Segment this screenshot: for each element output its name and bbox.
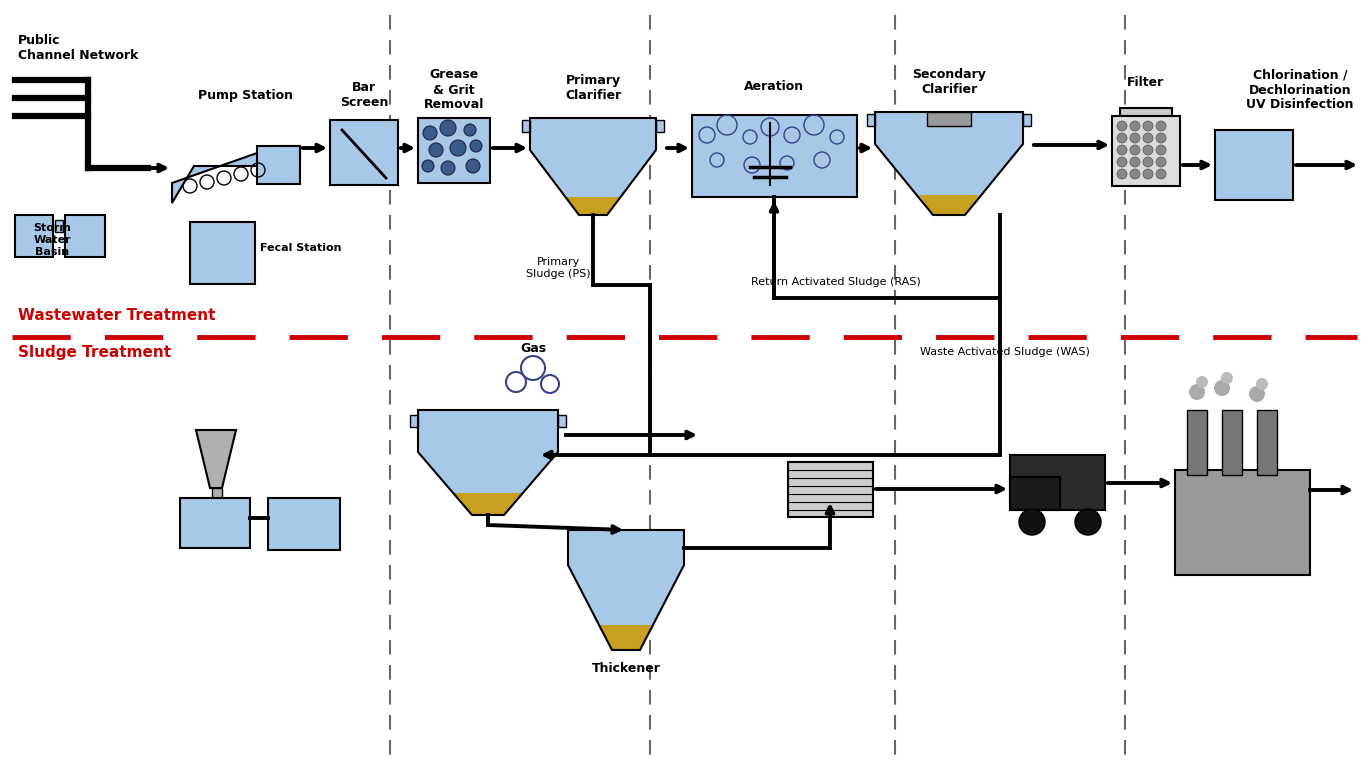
Bar — [1223, 410, 1242, 475]
Bar — [409, 415, 418, 427]
Circle shape — [1143, 169, 1153, 179]
Bar — [1120, 108, 1172, 116]
Text: Return Activated Sludge (RAS): Return Activated Sludge (RAS) — [752, 277, 921, 287]
Circle shape — [465, 159, 481, 173]
Circle shape — [1117, 133, 1127, 143]
Text: Secondary
Clarifier: Secondary Clarifier — [912, 68, 986, 96]
Circle shape — [1117, 121, 1127, 131]
Circle shape — [464, 124, 476, 136]
Polygon shape — [565, 197, 622, 215]
Polygon shape — [568, 530, 684, 650]
Circle shape — [1129, 169, 1140, 179]
Bar — [1257, 410, 1277, 475]
Bar — [212, 488, 222, 498]
Bar — [927, 112, 971, 126]
Text: Bar
Screen: Bar Screen — [340, 81, 389, 109]
Bar — [15, 215, 53, 257]
Polygon shape — [875, 112, 1023, 215]
Text: Gas: Gas — [520, 341, 546, 355]
Circle shape — [1221, 372, 1233, 384]
Bar — [55, 220, 63, 232]
Bar — [559, 415, 565, 427]
Polygon shape — [919, 195, 979, 215]
Bar — [1112, 116, 1180, 186]
Circle shape — [1155, 169, 1166, 179]
Circle shape — [1249, 386, 1265, 402]
Bar — [179, 498, 251, 548]
Text: Waste Activated Sludge (WAS): Waste Activated Sludge (WAS) — [920, 347, 1090, 357]
Polygon shape — [196, 430, 235, 488]
Bar — [257, 146, 300, 184]
Text: Filter: Filter — [1128, 76, 1165, 89]
Text: Storm
Water
Basin: Storm Water Basin — [33, 224, 71, 257]
Circle shape — [450, 140, 465, 156]
Bar — [190, 222, 255, 284]
Bar — [64, 215, 105, 257]
Circle shape — [1143, 157, 1153, 167]
Bar — [522, 120, 530, 132]
Circle shape — [1155, 133, 1166, 143]
Polygon shape — [598, 625, 654, 650]
Text: Pump Station: Pump Station — [197, 88, 293, 102]
Bar — [1023, 114, 1031, 126]
Polygon shape — [172, 146, 300, 203]
Circle shape — [441, 161, 455, 175]
Circle shape — [439, 120, 456, 136]
Bar — [1010, 455, 1105, 510]
Circle shape — [1143, 121, 1153, 131]
Bar — [268, 498, 340, 550]
Circle shape — [1143, 145, 1153, 155]
Text: Sludge Treatment: Sludge Treatment — [18, 345, 171, 359]
Bar — [330, 120, 398, 185]
Circle shape — [1155, 121, 1166, 131]
Bar — [1175, 470, 1310, 575]
Bar — [656, 120, 664, 132]
Text: Fecal Station: Fecal Station — [260, 243, 341, 253]
Circle shape — [1129, 133, 1140, 143]
Polygon shape — [530, 118, 656, 215]
Polygon shape — [418, 410, 559, 515]
Circle shape — [1143, 133, 1153, 143]
Circle shape — [1019, 509, 1045, 535]
Circle shape — [1155, 145, 1166, 155]
Circle shape — [1214, 380, 1229, 396]
Circle shape — [428, 143, 444, 157]
Text: Primary
Clarifier: Primary Clarifier — [565, 74, 622, 102]
Circle shape — [423, 126, 437, 140]
Bar — [418, 118, 490, 183]
Circle shape — [1129, 121, 1140, 131]
Text: Public
Channel Network: Public Channel Network — [18, 34, 138, 62]
Bar — [867, 114, 875, 126]
Circle shape — [1197, 376, 1207, 388]
Circle shape — [1075, 509, 1101, 535]
Text: Aeration: Aeration — [743, 79, 804, 92]
Circle shape — [1190, 384, 1205, 400]
Text: Wastewater Treatment: Wastewater Treatment — [18, 308, 215, 324]
Polygon shape — [453, 493, 523, 515]
Circle shape — [1155, 157, 1166, 167]
Text: Thickener: Thickener — [591, 661, 660, 674]
Text: Grease
& Grit
Removal: Grease & Grit Removal — [424, 68, 485, 112]
Bar — [691, 115, 857, 197]
Circle shape — [1129, 145, 1140, 155]
Bar — [1187, 410, 1207, 475]
Circle shape — [422, 160, 434, 172]
Text: Chlorination /
Dechlorination
UV Disinfection: Chlorination / Dechlorination UV Disinfe… — [1246, 68, 1354, 112]
Bar — [789, 462, 873, 517]
Circle shape — [1255, 378, 1268, 390]
Circle shape — [1117, 145, 1127, 155]
Bar — [1010, 477, 1060, 510]
Circle shape — [1117, 169, 1127, 179]
Circle shape — [470, 140, 482, 152]
Circle shape — [1117, 157, 1127, 167]
Text: Primary
Sludge (PS): Primary Sludge (PS) — [526, 257, 590, 279]
Circle shape — [1129, 157, 1140, 167]
Bar — [1216, 130, 1292, 200]
